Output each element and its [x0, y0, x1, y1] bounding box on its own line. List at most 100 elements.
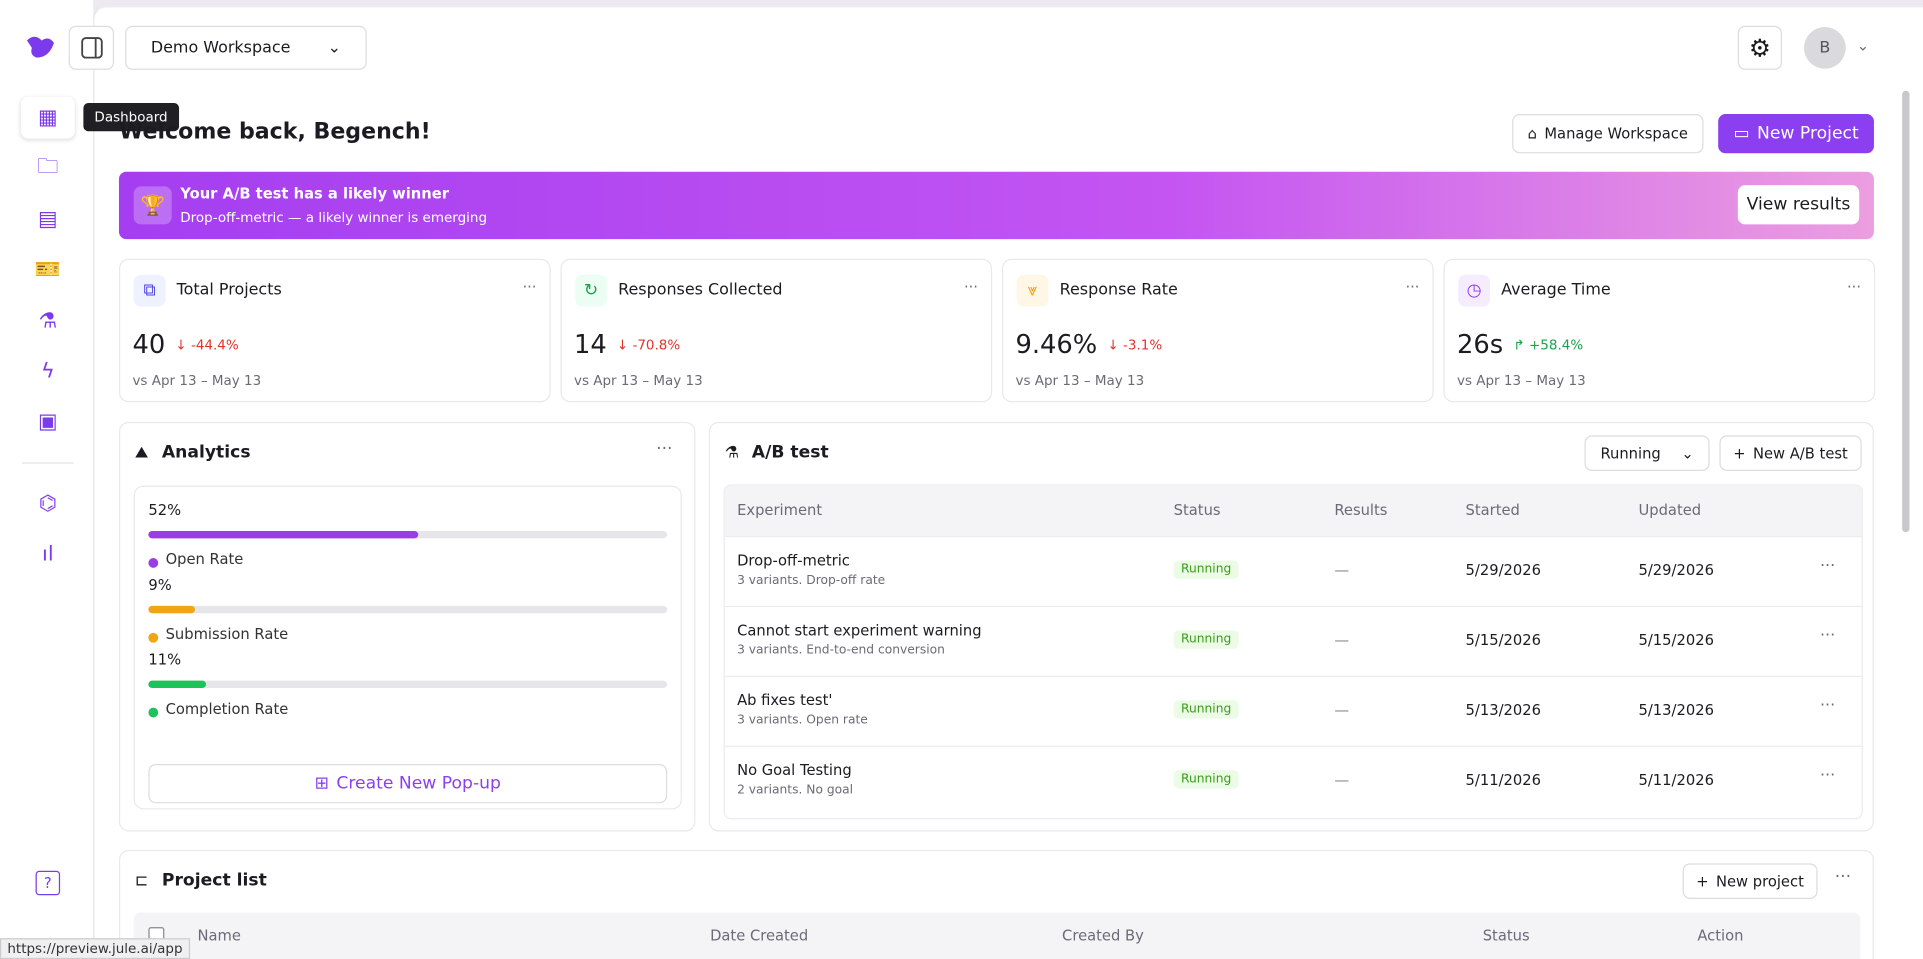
avatar[interactable]: B: [1804, 26, 1846, 69]
nav-item[interactable]: ▤: [37, 207, 58, 232]
metrics-box: ⊞ Create New Pop-up 52% Open Rate 9% Submiss…: [133, 485, 682, 810]
tooltip: Dashboard: [83, 103, 179, 132]
stat-change: ↓ -3.1%: [1107, 337, 1163, 354]
stat-card: ↻ Responses Collected ··· 14 ↓ -70.8% vs Apr …: [560, 258, 993, 403]
legend-dot: [148, 707, 159, 718]
nav-divider: [22, 462, 74, 464]
results: —: [1334, 771, 1350, 789]
experiment-name[interactable]: Ab fixes test': [737, 691, 833, 709]
more[interactable]: ···: [1405, 278, 1420, 296]
row-menu[interactable]: ···: [1819, 766, 1836, 785]
stat-icon: ⧉: [133, 274, 166, 307]
row-menu[interactable]: ···: [1819, 556, 1836, 576]
workspace-name: Demo Workspace: [150, 38, 291, 58]
manage-workspace[interactable]: ⌂ Manage Workspace: [1512, 114, 1704, 154]
nav-item[interactable]: ıl: [42, 542, 54, 567]
started: 5/29/2026: [1465, 561, 1542, 579]
ab-table: Experiment Status Results Started Updated Dro…: [723, 484, 1863, 820]
metric-label: Submission Rate: [165, 625, 289, 643]
progress-bar: [148, 531, 419, 539]
column-header: Results: [1334, 501, 1388, 519]
nav-item[interactable]: ⌬: [38, 491, 57, 517]
nav-item[interactable]: 🎫: [34, 257, 61, 283]
settings[interactable]: ⚙: [1737, 25, 1782, 70]
more[interactable]: ···: [522, 278, 537, 296]
stat-change: ↓ -44.4%: [175, 337, 239, 354]
started: 5/13/2026: [1465, 701, 1542, 719]
experiment-desc: 3 variants. Open rate: [737, 713, 868, 728]
create-popup[interactable]: ⊞ Create New Pop-up: [148, 764, 668, 804]
new-project-small[interactable]: + New project: [1682, 863, 1818, 899]
nav-item[interactable]: 🗀: [37, 153, 59, 179]
updated: 5/13/2026: [1638, 701, 1714, 719]
updated: 5/11/2026: [1638, 771, 1714, 789]
trophy-icon: 🏆: [133, 186, 172, 225]
banner: 🏆 Your A/B test has a likely winner Drop…: [118, 171, 1874, 240]
row-menu[interactable]: ···: [1819, 696, 1836, 715]
more[interactable]: ···: [963, 278, 978, 296]
nav-item[interactable]: ϟ: [40, 359, 55, 384]
started: 5/15/2026: [1465, 631, 1542, 649]
stat-value: 40: [132, 329, 166, 360]
stat-icon: ⩔: [1016, 274, 1049, 307]
icon: ⊞: [314, 773, 330, 794]
updated: 5/15/2026: [1638, 631, 1714, 649]
sidebar: [0, 0, 94, 959]
icon: ▭: [1733, 123, 1750, 144]
label: New Project: [1757, 123, 1859, 144]
metric-value: 11%: [148, 651, 182, 669]
stat-change: ↓ -70.8%: [616, 337, 681, 354]
nav-item[interactable]: ▣: [37, 409, 58, 435]
column-header: Status: [1173, 501, 1221, 519]
new-ab-test[interactable]: + New A/B test: [1719, 435, 1862, 471]
nav-item[interactable]: ⚗: [38, 309, 58, 334]
icon: ⌂: [1527, 125, 1538, 143]
results: —: [1334, 701, 1350, 719]
stat-label: Response Rate: [1059, 280, 1178, 300]
scrollbar: [1902, 90, 1910, 533]
more[interactable]: ···: [656, 439, 673, 459]
table-header: [724, 485, 1862, 536]
new-project[interactable]: ▭ New Project: [1718, 114, 1874, 154]
column-header: Date Created: [710, 927, 809, 945]
column-header: Created By: [1062, 927, 1144, 945]
row-divider: [724, 535, 1862, 538]
row-divider: [724, 605, 1862, 608]
experiment-desc: 3 variants. End-to-end conversion: [737, 643, 945, 658]
label: Create New Pop-up: [336, 773, 501, 794]
collapse-sidebar[interactable]: [68, 25, 115, 70]
stat-card: ◷ Average Time ··· 26s ↱ +58.4% vs Apr 13 – M…: [1443, 258, 1876, 403]
nav-item[interactable]: ▦: [20, 96, 75, 139]
stat-value: 26s: [1456, 329, 1504, 360]
status-filter[interactable]: Running ⌄: [1584, 435, 1710, 471]
more[interactable]: ···: [1834, 867, 1852, 887]
row-divider: [724, 745, 1862, 747]
help[interactable]: ?: [35, 870, 61, 896]
logo[interactable]: [25, 33, 57, 62]
stat-label: Responses Collected: [618, 280, 783, 300]
workspace-select[interactable]: Demo Workspace ⌄: [125, 25, 367, 70]
experiment-name[interactable]: Drop-off-metric: [737, 551, 850, 570]
row-menu[interactable]: ···: [1819, 626, 1836, 646]
stat-period: vs Apr 13 – May 13: [1015, 372, 1145, 389]
more[interactable]: ···: [1846, 278, 1862, 296]
project-list-card: ⊏ Project list + New project ··· Name Date…: [118, 849, 1874, 959]
label: Running: [1600, 444, 1661, 462]
column-header: Action: [1697, 927, 1744, 945]
icon: [80, 37, 103, 59]
icon: ⛰: [134, 443, 149, 463]
results: —: [1334, 561, 1350, 579]
avatar-chevron[interactable]: ⌄: [1856, 36, 1870, 54]
experiment-name[interactable]: Cannot start experiment warning: [737, 621, 982, 639]
chevron: ⌄: [1681, 444, 1694, 462]
experiment-name[interactable]: No Goal Testing: [737, 761, 852, 779]
metric-value: 9%: [148, 576, 172, 594]
status-badge: Running: [1173, 770, 1239, 789]
project-list-title: Project list: [161, 870, 267, 891]
experiment-desc: 3 variants. Drop-off rate: [737, 573, 886, 588]
stat-period: vs Apr 13 – May 13: [132, 372, 262, 389]
view-results[interactable]: View results: [1737, 185, 1860, 225]
banner-subtitle: Drop-off-metric — a likely winner is eme…: [180, 209, 488, 226]
column-header: Experiment: [737, 501, 823, 519]
